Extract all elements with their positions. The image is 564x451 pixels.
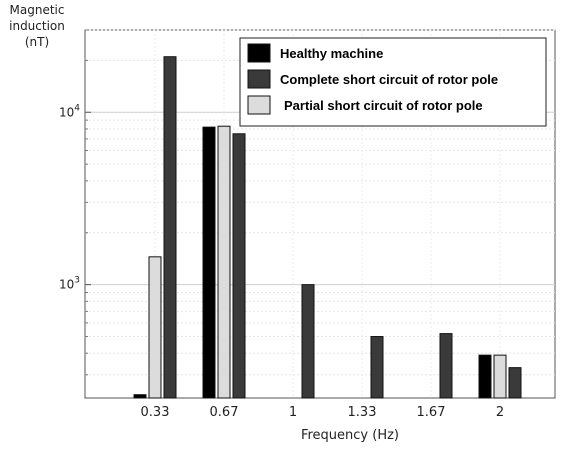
y-tick-label: 103 <box>59 276 80 292</box>
y-tick-exponent: 4 <box>74 103 80 113</box>
legend-box <box>239 37 547 127</box>
x-tick-labels: 0.33 0.67 1 1.33 1.67 2 <box>141 405 505 420</box>
bar-2-series-1 <box>493 354 507 399</box>
y-tick-labels: 103 104 <box>59 103 80 291</box>
legend-label: Partial short circuit of rotor pole <box>284 98 483 113</box>
legend-item: Healthy machine <box>247 43 383 63</box>
bars <box>133 56 522 399</box>
bar-0.33-series-0 <box>133 394 147 399</box>
bar-0.67-series-2 <box>232 133 246 399</box>
bar-1.67-series-2 <box>439 333 453 399</box>
y-tick-label: 104 <box>59 103 80 119</box>
bar-2-series-0 <box>478 354 492 399</box>
y-axis-label-line-2: induction <box>9 19 65 33</box>
x-tick-label: 0.67 <box>210 405 239 420</box>
x-tick-label: 1.67 <box>417 405 446 420</box>
bar-0.33-series-2 <box>163 56 177 399</box>
legend-swatch <box>247 95 271 115</box>
legend: Healthy machine Complete short circuit of… <box>239 37 547 127</box>
y-axis-label-line-3: (nT) <box>24 35 50 49</box>
legend-label: Complete short circuit of rotor pole <box>280 72 498 87</box>
legend-item: Partial short circuit of rotor pole <box>247 95 483 115</box>
x-tick-label: 2 <box>496 405 504 420</box>
x-tick-label: 1.33 <box>348 405 377 420</box>
x-tick-label: 1 <box>289 405 297 420</box>
y-tick-exponent: 3 <box>74 276 80 286</box>
x-tick-label: 0.33 <box>141 405 170 420</box>
bar-0.67-series-0 <box>202 126 216 399</box>
bar-1-series-2 <box>301 284 315 399</box>
bar-2-series-2 <box>508 367 522 399</box>
legend-swatch <box>247 43 271 63</box>
bar-0.33-series-1 <box>148 256 162 399</box>
legend-swatch <box>247 69 271 89</box>
legend-item: Complete short circuit of rotor pole <box>247 69 498 89</box>
y-axis-label: Magnetic induction (nT) <box>2 2 72 50</box>
legend-label: Healthy machine <box>280 46 383 61</box>
bar-1.33-series-2 <box>370 336 384 399</box>
bar-0.67-series-1 <box>217 125 231 399</box>
y-axis-label-line-1: Magnetic <box>9 3 65 17</box>
x-axis-label: Frequency (Hz) <box>300 428 400 443</box>
